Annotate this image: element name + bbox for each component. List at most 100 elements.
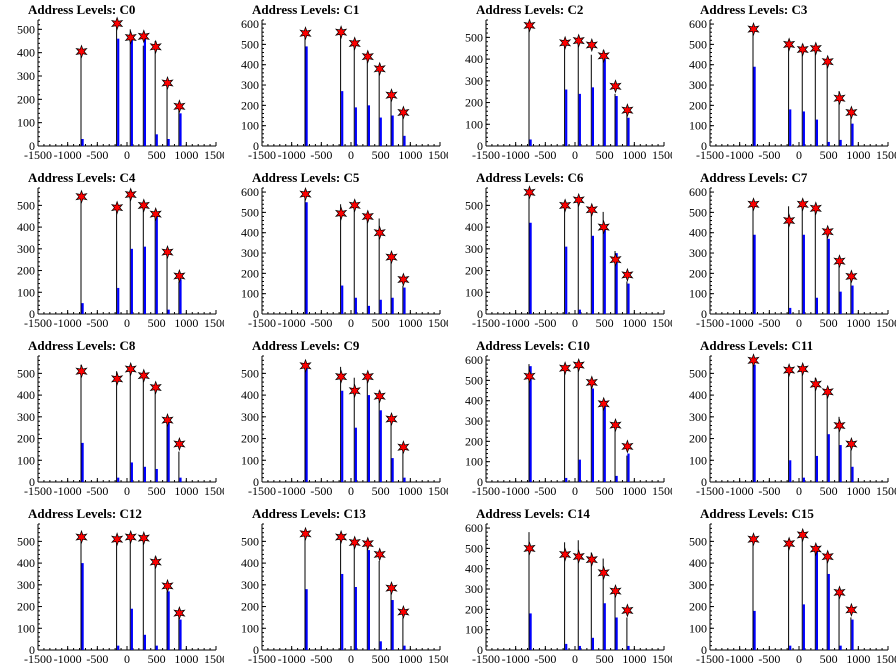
- y-tick-label: 200: [17, 600, 35, 614]
- star-marker: [558, 35, 572, 50]
- x-tick-label: -1500: [248, 484, 276, 498]
- chart-svg: Address Levels: C7 0 100 200 300 400 500 600 -15…: [689, 170, 896, 330]
- star-marker: [149, 39, 162, 54]
- bar: [143, 246, 146, 314]
- chart-svg: Address Levels: C12 0 100 200 300 400 500 -1500…: [17, 506, 224, 666]
- x-tick-label: -1000: [278, 316, 306, 330]
- x-tick-label: -1500: [24, 652, 52, 666]
- star-marker: [821, 54, 834, 69]
- y-tick-label: 500: [241, 366, 259, 380]
- y-tick-label: 500: [17, 534, 35, 548]
- y-tick-label: 300: [689, 78, 707, 92]
- bar: [815, 119, 818, 146]
- y-tick-label: 100: [465, 623, 483, 637]
- star-marker: [809, 201, 822, 216]
- chart-svg: Address Levels: C90100200300400500-1500-…: [241, 338, 448, 498]
- bar: [578, 309, 581, 314]
- chart-title: Address Levels: C4: [28, 170, 136, 185]
- chart-panel: Address Levels: C7 0 100 200 300 400 500 600 -15…: [672, 168, 896, 336]
- y-tick-label: 200: [241, 98, 259, 112]
- star-marker: [124, 361, 137, 377]
- bar: [789, 109, 792, 146]
- bar: [341, 285, 344, 314]
- star-marker: [585, 202, 598, 217]
- y-tick-label: 300: [17, 578, 35, 592]
- y-tick-label: 300: [465, 582, 483, 596]
- y-tick-label: 500: [17, 198, 35, 212]
- x-tick-label: -500: [86, 652, 108, 666]
- y-tick-label: 400: [241, 388, 259, 402]
- chart-title: Address Levels: C0: [28, 2, 135, 17]
- x-tick-label: -1000: [726, 484, 754, 498]
- x-tick-label: 500: [372, 652, 390, 666]
- y-tick-label: 500: [17, 366, 35, 380]
- x-tick-label: 0: [572, 484, 578, 498]
- star-marker: [361, 209, 374, 224]
- star-marker: [137, 368, 150, 383]
- x-tick-label: -1000: [502, 148, 530, 162]
- y-tick-label: 400: [17, 556, 35, 570]
- x-tick-label: 500: [820, 316, 838, 330]
- y-tick-label: 100: [689, 119, 707, 133]
- x-tick-label: 500: [596, 484, 614, 498]
- star-marker: [373, 389, 386, 404]
- x-tick-label: -500: [758, 484, 780, 498]
- x-tick-label: -1500: [472, 148, 500, 162]
- y-tick-label: 0: [29, 643, 35, 657]
- bar: [379, 641, 382, 650]
- bar: [839, 139, 842, 146]
- y-tick-label: 500: [465, 198, 483, 212]
- x-tick-label: -1000: [278, 148, 306, 162]
- bar: [802, 111, 805, 146]
- x-tick-label: -500: [534, 148, 556, 162]
- x-tick-label: -1500: [696, 316, 724, 330]
- y-tick-label: 400: [465, 220, 483, 234]
- bar: [341, 573, 344, 650]
- y-tick-label: 200: [689, 600, 707, 614]
- star-marker: [361, 369, 374, 384]
- star-marker: [110, 200, 124, 215]
- y-tick-label: 300: [241, 578, 259, 592]
- y-tick-label: 400: [689, 58, 707, 72]
- star-marker: [110, 371, 124, 386]
- x-tick-label: -1000: [54, 652, 82, 666]
- star-marker: [572, 549, 585, 564]
- x-tick-label: 1500: [652, 484, 672, 498]
- y-tick-label: 0: [29, 475, 35, 489]
- chart-svg: Address Levels: C00100200300400500-1500-…: [17, 2, 224, 162]
- bar: [615, 253, 618, 314]
- y-tick-label: 300: [689, 246, 707, 260]
- x-tick-label: -500: [310, 652, 332, 666]
- bar: [81, 139, 84, 146]
- y-tick-label: 0: [253, 643, 259, 657]
- y-tick-label: 600: [689, 185, 707, 199]
- bar: [391, 297, 394, 314]
- y-tick-label: 0: [701, 475, 707, 489]
- bar: [143, 38, 146, 146]
- x-tick-label: 1000: [174, 652, 198, 666]
- x-tick-label: 500: [148, 148, 166, 162]
- star-marker: [110, 16, 124, 31]
- star-marker: [373, 547, 386, 562]
- star-marker: [299, 187, 312, 202]
- x-tick-label: 0: [124, 652, 130, 666]
- y-tick-label: 500: [465, 373, 483, 387]
- y-tick-label: 500: [465, 30, 483, 44]
- bar: [117, 477, 120, 482]
- y-tick-label: 0: [253, 475, 259, 489]
- y-tick-label: 0: [701, 139, 707, 153]
- star-marker: [609, 252, 622, 267]
- x-tick-label: 1500: [652, 316, 672, 330]
- star-marker: [747, 197, 760, 212]
- bar: [379, 410, 382, 482]
- x-tick-label: 0: [348, 148, 354, 162]
- star-marker: [334, 529, 348, 545]
- x-tick-label: 1000: [398, 484, 422, 498]
- x-tick-label: -1500: [248, 316, 276, 330]
- bar: [603, 400, 606, 482]
- bar: [167, 309, 170, 314]
- star-marker: [523, 185, 536, 200]
- bar: [591, 637, 594, 650]
- x-tick-label: 1500: [204, 316, 224, 330]
- y-tick-label: 600: [465, 353, 483, 367]
